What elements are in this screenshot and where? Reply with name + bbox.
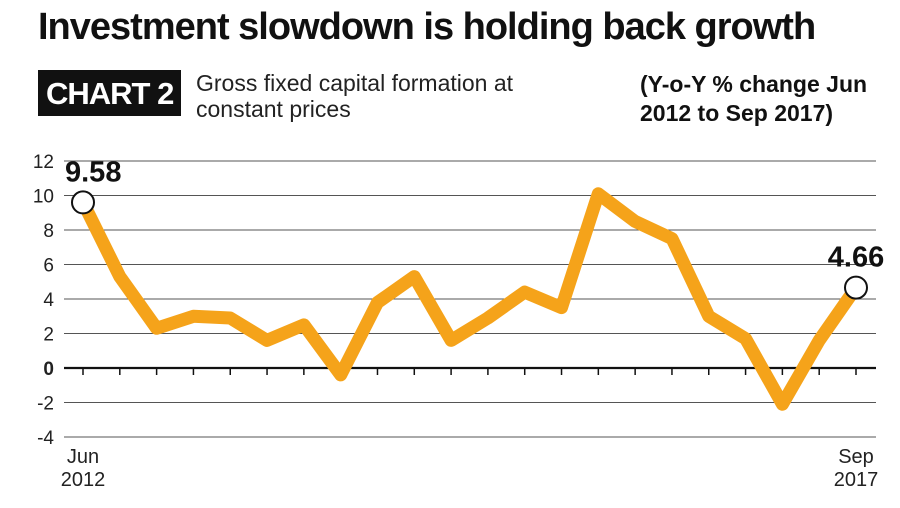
data-point-marker [71, 190, 95, 215]
y-tick-label: -2 [37, 394, 54, 415]
x-tick-label: 2012 [61, 469, 106, 491]
y-tick-label: -4 [37, 428, 54, 449]
x-tick-label: 2017 [834, 469, 879, 491]
y-tick-label: 0 [43, 359, 54, 380]
data-point-marker [844, 275, 868, 300]
x-tick-label: Sep [838, 446, 874, 468]
data-label: 9.58 [65, 156, 121, 188]
data-label: 4.66 [828, 242, 884, 274]
gridlines [64, 160, 876, 438]
y-tick-label: 12 [33, 152, 54, 173]
y-axis-ticks: 12 10 8 6 4 2 0 -2 -4 [33, 152, 55, 449]
y-tick-label: 4 [43, 290, 54, 311]
chart-note: (Y-o-Y % change Jun 2012 to Sep 2017) [640, 71, 868, 126]
chart-badge: CHART 2 [38, 70, 182, 116]
y-tick-label: 6 [43, 256, 54, 277]
x-tick-label: Jun [67, 446, 99, 468]
marker-group: 9.58 4.66 [65, 156, 884, 300]
y-tick-label: 10 [33, 187, 54, 208]
headline: Investment slowdown is holding back grow… [38, 6, 816, 48]
chart-subtitle: Gross fixed capital formation at constan… [196, 70, 514, 122]
y-tick-label: 2 [43, 325, 54, 346]
y-tick-label: 8 [43, 221, 54, 242]
series-group [76, 187, 863, 411]
series-line-0 [76, 187, 863, 411]
